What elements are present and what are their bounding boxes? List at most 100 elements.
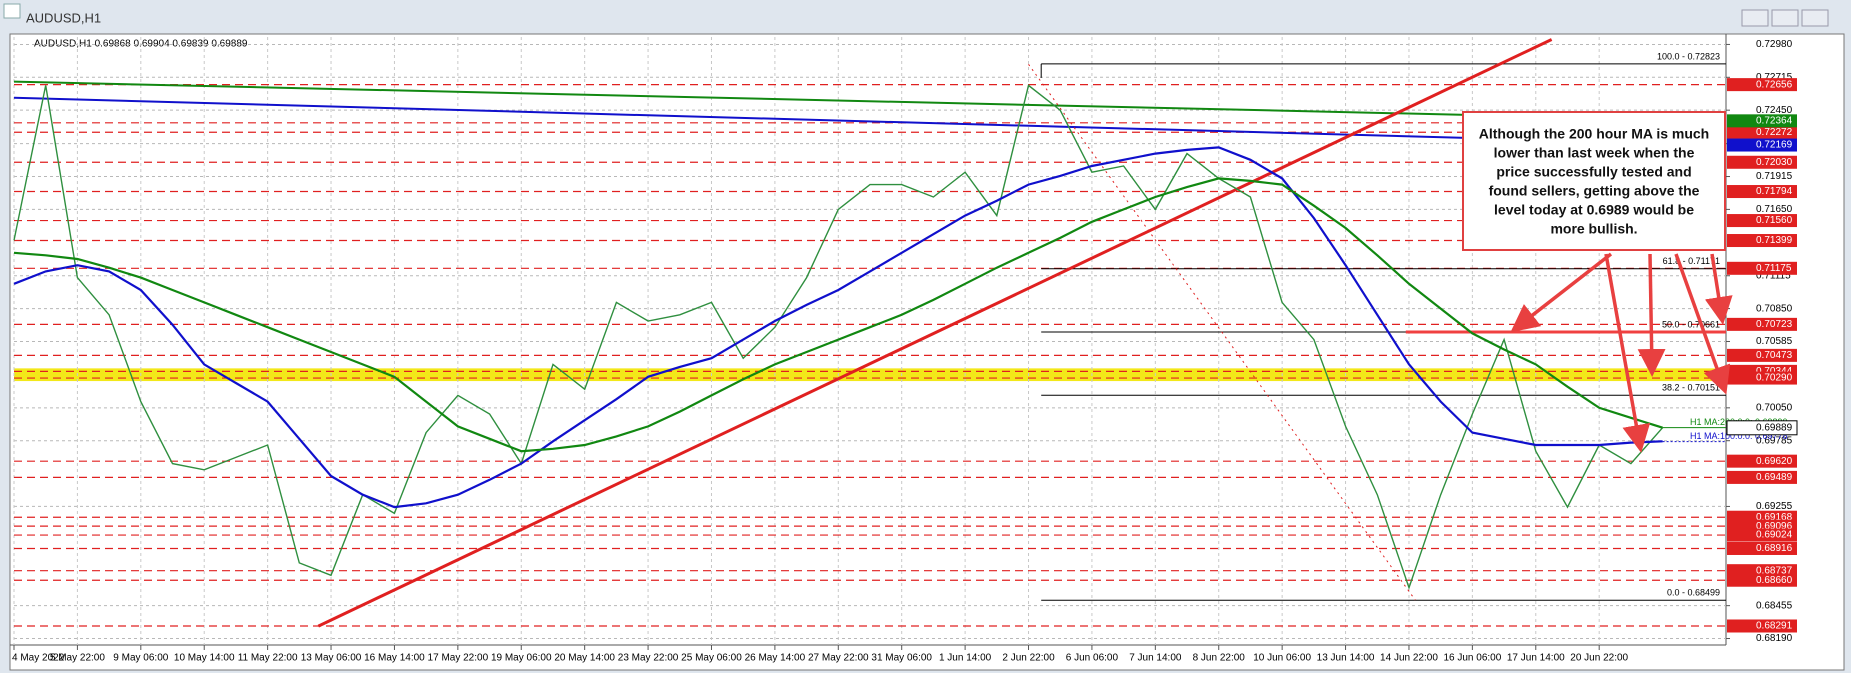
level-label: 0.70344: [1756, 366, 1793, 377]
level-label: 0.69168: [1756, 512, 1793, 523]
x-tick-label: 7 Jun 14:00: [1129, 653, 1182, 664]
x-tick-label: 14 Jun 22:00: [1380, 653, 1438, 664]
y-tick-label: 0.72715: [1756, 72, 1793, 83]
level-box: [1727, 78, 1797, 92]
annotation-arrow: [1510, 252, 1613, 333]
level-box: [1727, 214, 1797, 228]
level-box: [1727, 454, 1797, 468]
x-tick-label: 6 Jun 06:00: [1066, 653, 1119, 664]
level-box: [1727, 470, 1797, 484]
x-tick-label: 26 May 14:00: [745, 653, 806, 664]
x-tick-label: 27 May 22:00: [808, 653, 869, 664]
close-button[interactable]: [1801, 9, 1829, 27]
fib-label: 50.0 - 0.70661: [1662, 319, 1720, 329]
annotation-text: price successfully tested and: [1496, 164, 1691, 180]
level-label: 0.72272: [1756, 127, 1793, 138]
level-label: 0.69024: [1756, 530, 1793, 541]
annotation-text: Although the 200 hour MA is much: [1479, 126, 1710, 142]
x-tick-label: 20 May 14:00: [554, 653, 615, 664]
level-box: [1727, 155, 1797, 169]
x-tick-label: 17 Jun 14:00: [1507, 653, 1565, 664]
level-label: 0.69096: [1756, 521, 1793, 532]
level-label: 0.70473: [1756, 350, 1793, 361]
level-label: 0.71794: [1756, 186, 1793, 197]
level-box: [1727, 371, 1797, 385]
level-box: [1727, 541, 1797, 555]
long-ma-line: [13, 80, 1727, 122]
x-tick-label: 20 Jun 22:00: [1570, 653, 1628, 664]
y-tick-label: 0.71650: [1756, 204, 1793, 215]
level-label: 0.68916: [1756, 543, 1793, 554]
long-ma-line: [13, 96, 1727, 147]
level-box: [1727, 261, 1797, 275]
level-box: [1727, 125, 1797, 139]
y-tick-label: 0.72980: [1756, 39, 1793, 50]
level-box: [1727, 234, 1797, 248]
level-label: 0.71175: [1756, 263, 1792, 274]
level-label: 0.70723: [1756, 319, 1793, 330]
x-tick-label: 16 Jun 06:00: [1443, 653, 1501, 664]
annotation-arrow: [1704, 253, 1733, 325]
y-tick-label: 0.70050: [1756, 402, 1793, 413]
level-label: 0.71399: [1756, 235, 1793, 246]
trendline: [317, 38, 1553, 628]
level-box: [1727, 185, 1797, 199]
moving-average: [13, 177, 1663, 453]
ma-label: H1 MA:100:0:0: 0.69778: [1690, 431, 1788, 441]
x-tick-label: 2 Jun 22:00: [1002, 653, 1055, 664]
x-tick-label: 19 May 06:00: [491, 653, 552, 664]
annotation-arrow: [1674, 253, 1731, 395]
level-box: [1727, 348, 1797, 362]
level-box: [1727, 528, 1797, 542]
ma-box: [1727, 114, 1797, 128]
annotation-text: found sellers, getting above the: [1489, 183, 1700, 199]
level-box: [1727, 619, 1797, 633]
moving-average: [13, 146, 1663, 509]
trendline: [1028, 63, 1416, 601]
y-tick-label: 0.72450: [1756, 105, 1793, 116]
y-tick-label: 0.70585: [1756, 336, 1793, 347]
annotation-text: lower than last week when the: [1494, 145, 1695, 161]
x-tick-label: 16 May 14:00: [364, 653, 425, 664]
ma-box: [1727, 138, 1797, 152]
y-tick-label: 0.68190: [1756, 633, 1793, 644]
level-label: 0.68291: [1756, 621, 1793, 632]
fib-label: 100.0 - 0.72823: [1657, 51, 1720, 61]
level-box: [1727, 317, 1797, 331]
annotation-arrow: [1604, 253, 1651, 453]
level-label: 0.72030: [1756, 157, 1793, 168]
x-tick-label: 1 Jun 14:00: [939, 653, 992, 664]
level-label: 0.70290: [1756, 373, 1793, 384]
minimize-button[interactable]: [1741, 9, 1769, 27]
x-tick-label: 23 May 22:00: [618, 653, 679, 664]
window-icon: [3, 3, 21, 19]
level-label: 0.69489: [1756, 472, 1793, 483]
x-tick-label: 17 May 22:00: [428, 653, 489, 664]
y-tick-label: 0.71915: [1756, 171, 1793, 182]
y-tick-label: 0.69785: [1756, 435, 1793, 446]
y-tick-label: 0.70850: [1756, 303, 1793, 314]
current-price-box: [1726, 420, 1798, 436]
x-tick-label: 11 May 22:00: [238, 653, 298, 664]
x-tick-label: 10 May 14:00: [174, 653, 235, 664]
level-label: 0.69620: [1756, 456, 1793, 467]
maximize-button[interactable]: [1771, 9, 1799, 27]
x-tick-label: 4 May 2022: [12, 653, 65, 664]
window-title: AUDUSD,H1: [26, 10, 101, 25]
current-price-label: 0.69889: [1756, 422, 1793, 433]
x-tick-label: 13 Jun 14:00: [1317, 653, 1375, 664]
fib-label: 0.0 - 0.68499: [1667, 588, 1720, 598]
y-tick-label: 0.69255: [1756, 501, 1793, 512]
fib-label: 38.2 - 0.70151: [1662, 383, 1720, 393]
ma-box-label: 0.72169: [1756, 140, 1793, 151]
level-box: [1727, 573, 1797, 587]
x-tick-label: 31 May 06:00: [871, 653, 932, 664]
annotation-arrow: [1637, 253, 1666, 377]
fib-label: 61.8 - 0.71171: [1663, 256, 1720, 266]
level-label: 0.68737: [1756, 565, 1793, 576]
level-label: 0.71560: [1756, 215, 1793, 226]
level-label: 0.68660: [1756, 575, 1793, 586]
highlight-band: [14, 368, 1726, 382]
x-tick-label: 8 Jun 22:00: [1193, 653, 1246, 664]
